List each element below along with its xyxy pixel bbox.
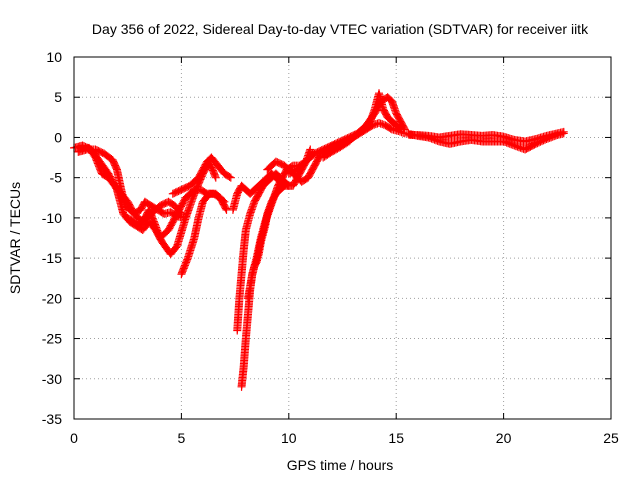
x-tick-label: 25 — [603, 430, 619, 446]
y-tick-label: 5 — [54, 89, 62, 105]
x-tick-label: 5 — [178, 430, 186, 446]
data-series-layer — [70, 89, 568, 391]
data-point — [306, 145, 315, 154]
y-tick-label: -20 — [42, 290, 62, 306]
plot-frame — [73, 56, 612, 420]
chart-title: Day 356 of 2022, Sidereal Day-to-day VTE… — [92, 21, 589, 37]
x-tick-label: 0 — [70, 430, 78, 446]
y-tick-label: -5 — [50, 170, 63, 186]
data-point — [226, 173, 235, 182]
data-point — [400, 124, 409, 133]
data-series-track-6 — [168, 153, 235, 198]
x-tick-label: 20 — [496, 430, 512, 446]
data-series-track-5 — [123, 185, 231, 242]
y-tick-label: 10 — [46, 49, 62, 65]
x-axis-title: GPS time / hours — [287, 457, 394, 473]
y-tick-label: -15 — [42, 250, 62, 266]
axis-ticks: 0 5 10 15 20 25 -35 -30 -25 -20 -15 -10 -5 0 5 10 — [42, 49, 619, 446]
y-tick-label: -35 — [42, 411, 62, 427]
data-series-track-13 — [319, 93, 409, 162]
y-tick-label: -10 — [42, 210, 62, 226]
y-tick-label: -30 — [42, 371, 62, 387]
data-series-track-15 — [405, 127, 568, 146]
x-tick-label: 10 — [281, 430, 297, 446]
grid-lines — [74, 57, 611, 419]
data-point — [559, 127, 568, 136]
y-axis-title: SDTVAR / TECUs — [7, 182, 23, 294]
data-point — [225, 172, 234, 181]
y-tick-label: 0 — [54, 129, 62, 145]
y-tick-label: -25 — [42, 331, 62, 347]
data-point — [400, 125, 409, 134]
x-tick-label: 15 — [388, 430, 404, 446]
data-point — [221, 204, 230, 213]
data-point — [179, 213, 188, 222]
data-point — [211, 173, 220, 182]
